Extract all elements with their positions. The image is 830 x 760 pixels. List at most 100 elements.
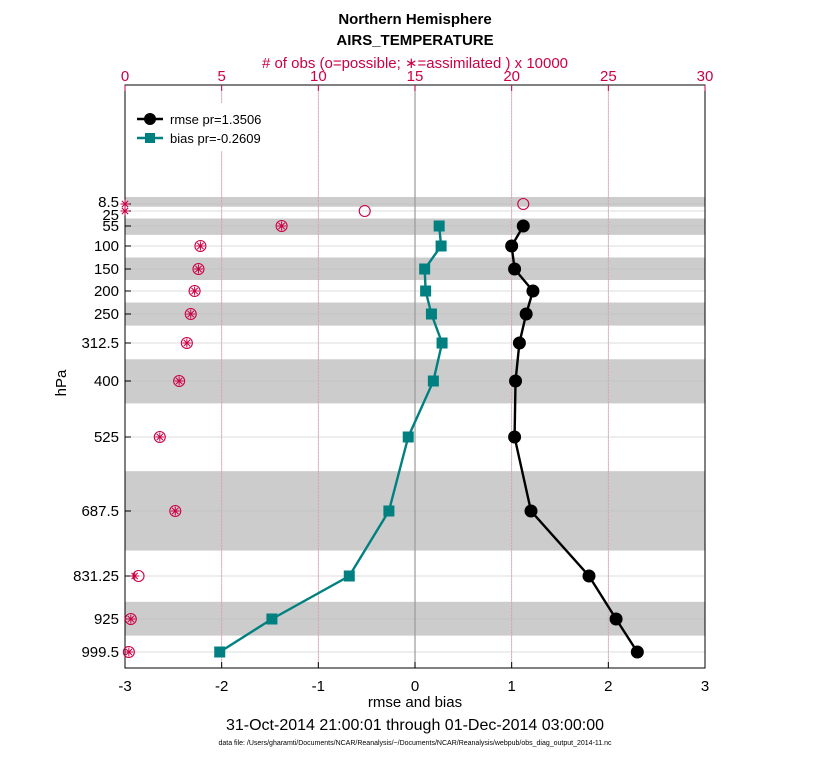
obs-possible-marker-8 [173,374,186,388]
top-tick-label-5: 25 [600,68,617,85]
obs-possible-marker-0 [517,197,530,211]
y-tick-label-10: 687.5 [81,503,119,520]
obs-assimilated-stroke-0-3 [121,200,129,208]
obs-possible-marker-2 [275,219,288,233]
obs-possible-marker-7 [180,336,193,350]
obs-possible-marker-6 [184,307,197,321]
rmse-point-6 [509,374,523,388]
obs-assimilated-stroke-2-3 [278,222,286,230]
y-tick-label-1: 25 [102,207,119,224]
bottom-tick-label-5: 2 [604,678,612,695]
obs-assimilated-marker-12 [126,614,136,624]
bias-point-7 [402,431,414,443]
y-tick-label-11: 831.25 [73,568,119,585]
obs-assimilated-marker-2 [277,221,287,231]
obs-possible-marker-4 [192,262,205,276]
y-tick-label-5: 200 [94,283,119,300]
obs-possible-marker-3 [194,239,207,253]
rmse-point-0 [516,219,530,233]
top-tick-label-6: 30 [697,68,714,85]
obs-assimilated-stroke-7-3 [183,339,191,347]
obs-assimilated-stroke-8-3 [175,377,183,385]
rmse-point-3 [526,284,540,298]
bias-point-11 [214,646,226,658]
legend-box [131,103,279,151]
rmse-point-11 [630,645,644,659]
top-tick-label-3: 15 [407,68,424,85]
rmse-point-7 [508,430,522,444]
obs-assimilated-marker-10 [170,506,180,516]
y-tick-label-0: 8.5 [98,194,119,211]
obs-assimilated-marker-1 [120,206,130,216]
obs-possible-marker-12 [124,612,137,626]
obs-count-markers [120,197,530,659]
bottom-axis-ticks: -3 -2 -1 0 1 2 3 [118,662,709,695]
obs-possible-marker-5 [188,284,201,298]
chart-subtitle: AIRS_TEMPERATURE [336,32,493,49]
top-tick-label-2: 10 [310,68,327,85]
bias-point-6 [427,375,439,387]
y-tick-label-6: 250 [94,306,119,323]
top-tick-label-4: 20 [503,68,520,85]
bottom-tick-label-2: -1 [312,678,325,695]
bottom-tick-label-1: -2 [215,678,228,695]
top-tick-label-0: 0 [121,68,129,85]
bias-point-8 [383,505,395,517]
bias-point-3 [420,285,432,297]
bottom-tick-label-6: 3 [701,678,709,695]
y-tick-label-13: 999.5 [81,644,119,661]
obs-assimilated-stroke-6-3 [187,310,195,318]
obs-assimilated-stroke-12-3 [127,615,135,623]
obs-assimilated-stroke-1-3 [121,207,129,215]
y-tick-label-9: 525 [94,429,119,446]
bias-point-4 [425,308,437,320]
obs-assimilated-marker-8 [174,376,184,386]
rmse-point-10 [609,612,623,626]
obs-assimilated-stroke-13-3 [125,648,133,656]
bias-point-2 [419,263,431,275]
top-axis-label: # of obs (o=possible; ∗=assimilated ) x … [262,55,568,72]
x-axis-label: rmse and bias [368,694,462,711]
obs-possible-marker-10 [169,504,182,518]
bias-point-10 [266,613,278,625]
rmse-point-5 [512,336,526,350]
bias-point-5 [436,337,448,349]
obs-assimilated-marker-3 [195,241,205,251]
chart-title: Northern Hemisphere [338,11,491,28]
bottom-tick-label-0: -3 [118,678,131,695]
y-tick-label-7: 312.5 [81,335,119,352]
y-tick-label-2: 55 [102,218,119,235]
obs-assimilated-marker-13 [124,647,134,657]
bottom-tick-label-4: 1 [507,678,515,695]
bottom-tick-label-3: 0 [411,678,419,695]
legend-rmse-marker [144,113,156,125]
obs-assimilated-stroke-11-3 [131,572,139,580]
obs-assimilated-stroke-3-3 [196,242,204,250]
obs-assimilated-marker-7 [182,338,192,348]
y-tick-label-12: 925 [94,611,119,628]
rmse-point-8 [524,504,538,518]
rmse-point-9 [582,569,596,583]
y-axis-label: hPa [53,369,70,396]
bias-point-1 [435,240,447,252]
legend: rmse pr=1.3506 bias pr=-0.2609 [131,103,279,151]
top-axis-ticks: 0 5 10 15 20 25 30 [121,68,714,91]
obs-assimilated-stroke-9-3 [156,433,164,441]
obs-possible-marker-9 [153,430,166,444]
y-tick-label-8: 400 [94,373,119,390]
date-range: 31-Oct-2014 21:00:01 through 01-Dec-2014… [226,717,604,734]
obs-assimilated-marker-4 [193,264,203,274]
legend-rmse-label: rmse pr=1.3506 [170,112,261,127]
rmse-point-1 [505,239,519,253]
obs-assimilated-stroke-5-3 [191,287,199,295]
obs-assimilated-marker-9 [155,432,165,442]
y-tick-label-3: 100 [94,238,119,255]
rmse-point-2 [508,262,522,276]
obs-possible-marker-1 [358,204,371,218]
rmse-point-4 [519,307,533,321]
obs-possible-marker-13 [122,645,135,659]
obs-assimilated-stroke-4-3 [194,265,202,273]
top-tick-label-1: 5 [217,68,225,85]
